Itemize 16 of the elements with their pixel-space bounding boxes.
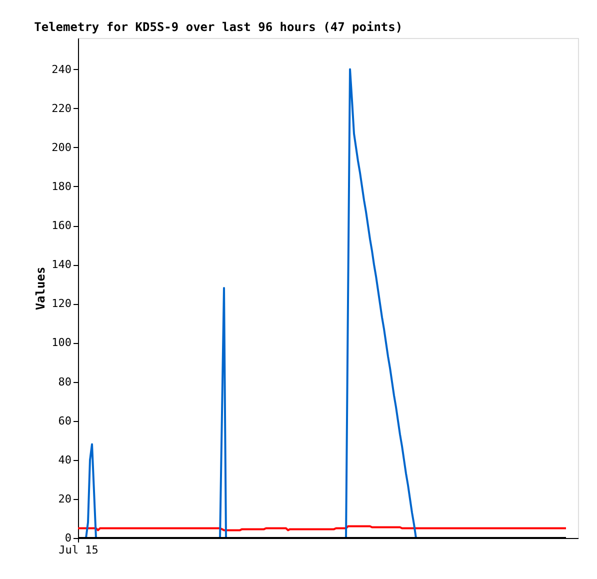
y-tick-label: 20 [58,492,72,506]
y-tick-label: 180 [52,180,72,193]
y-tick-label: 220 [52,102,72,115]
y-tick-label: 60 [58,414,72,428]
y-tick-label: 140 [52,258,72,272]
y-tick-label: 120 [52,297,72,310]
y-tick-label: 160 [52,219,72,232]
y-tick-label: 240 [52,62,72,76]
y-tick-label: 200 [52,140,72,154]
y-axis-title: Values [34,266,48,310]
chart-title: Telemetry for KD5S-9 over last 96 hours (47 points) [34,20,403,34]
x-tick-label: Jul 15 [58,544,98,556]
y-tick-label: 0 [64,532,72,544]
y-tick-label: 100 [52,336,72,350]
y-tick-label: 40 [58,453,72,466]
y-tick-label: 80 [58,375,72,388]
